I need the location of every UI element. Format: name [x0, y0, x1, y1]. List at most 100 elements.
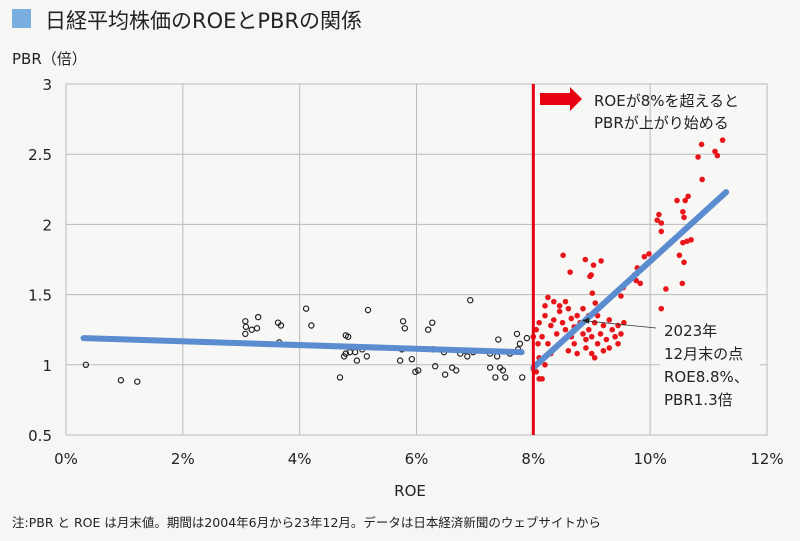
data-point-below8 [308, 322, 315, 329]
data-point-above8 [560, 252, 566, 259]
data-point-above8 [719, 137, 726, 143]
data-point-below8 [495, 336, 502, 343]
point-annotation-text: PBR1.3倍 [664, 391, 733, 409]
data-point-above8 [586, 326, 592, 333]
data-point-above8 [674, 197, 680, 204]
data-point-above8 [582, 256, 589, 263]
data-point-above8 [676, 252, 683, 259]
data-point-above8 [580, 305, 586, 312]
data-point-below8 [363, 353, 371, 360]
data-point-above8 [603, 336, 610, 343]
data-point-below8 [441, 371, 449, 378]
data-point-below8 [344, 333, 352, 340]
footnote: 注:PBR と ROE は月末値。期間は2004年6月から23年12月。データは… [12, 515, 601, 530]
data-point-above8 [536, 376, 542, 382]
data-point-above8 [688, 237, 694, 243]
data-point-above8 [609, 326, 615, 333]
data-point-below8 [353, 357, 361, 364]
data-point-below8 [134, 378, 141, 385]
data-point-above8 [550, 298, 557, 305]
data-point-below8 [464, 353, 471, 360]
data-point-below8 [453, 367, 460, 374]
data-point-above8 [600, 322, 607, 329]
data-point-below8 [429, 319, 436, 326]
data-point-below8 [242, 330, 249, 338]
data-point-above8 [695, 154, 701, 160]
trend-line-below8 [80, 335, 525, 356]
data-point-below8 [399, 318, 407, 325]
data-point-below8 [513, 330, 521, 338]
data-point-above8 [654, 217, 660, 223]
data-point-above8 [594, 340, 601, 347]
y-tick-label: 2 [42, 216, 52, 234]
data-point-above8 [545, 340, 551, 347]
data-point-above8 [606, 317, 613, 323]
data-point-below8 [408, 355, 416, 363]
data-point-above8 [618, 293, 624, 299]
data-point-below8 [467, 297, 474, 304]
data-point-below8 [499, 367, 507, 374]
data-point-below8 [336, 374, 344, 381]
data-point-above8 [562, 326, 569, 333]
point-annotation-text: 12月末の点 [664, 345, 743, 363]
data-point-below8 [486, 364, 494, 371]
data-point-above8 [571, 340, 578, 347]
data-point-above8 [583, 336, 589, 343]
data-point-above8 [612, 333, 618, 340]
callout-arrowhead [582, 317, 590, 324]
red-arrow-icon [540, 87, 582, 111]
callout-line [584, 320, 657, 329]
data-point-above8 [553, 331, 560, 337]
data-point-above8 [681, 214, 687, 221]
data-point-above8 [615, 322, 621, 329]
data-point-above8 [574, 350, 580, 357]
data-point-above8 [680, 208, 686, 215]
data-point-above8 [656, 211, 662, 218]
data-point-below8 [340, 353, 348, 360]
data-point-below8 [424, 326, 432, 333]
data-point-above8 [591, 354, 598, 361]
data-point-below8 [117, 377, 125, 384]
data-point-above8 [587, 273, 593, 280]
y-tick-label: 0.5 [28, 427, 52, 445]
x-tick-label: 2% [171, 450, 195, 468]
data-point-above8 [539, 333, 545, 340]
arrow-annotation-text: ROEが8%を超えると [594, 92, 739, 110]
annotations: ROEが8%を超えると PBRが上がり始める 2023年 12月末の点 ROE8.8%、… [540, 87, 760, 415]
data-point-above8 [589, 290, 596, 296]
data-point-above8 [682, 197, 689, 204]
trend-line-above8 [530, 189, 730, 371]
data-point-above8 [588, 350, 595, 357]
y-tick-label: 3 [42, 76, 52, 94]
data-point-below8 [253, 325, 261, 332]
data-point-above8 [699, 176, 705, 183]
data-point-above8 [565, 347, 572, 354]
data-point-below8 [396, 357, 404, 364]
data-point-above8 [548, 322, 554, 329]
data-point-above8 [618, 331, 624, 337]
data-point-below8 [364, 306, 372, 314]
data-point-above8 [568, 315, 575, 322]
data-point-above8 [580, 331, 586, 337]
data-point-above8 [533, 326, 540, 333]
x-tick-label: 4% [288, 450, 312, 468]
data-point-below8 [254, 313, 262, 321]
chart-title: 日経平均株価のROEとPBRの関係 [45, 9, 362, 33]
y-tick-label: 1 [42, 357, 52, 375]
data-point-above8 [542, 362, 548, 368]
y-axis-label: PBR（倍） [12, 50, 87, 68]
data-point-below8 [242, 323, 250, 331]
data-point-above8 [663, 286, 669, 292]
marks [80, 84, 730, 435]
x-tick-label: 6% [405, 450, 429, 468]
data-point-above8 [606, 345, 613, 351]
data-point-above8 [562, 298, 569, 305]
data-point-below8 [82, 361, 90, 368]
data-point-above8 [556, 303, 563, 309]
y-tick-label: 2.5 [28, 146, 52, 164]
data-point-below8 [431, 363, 439, 370]
data-point-above8 [556, 308, 563, 315]
x-tick-label: 12% [750, 450, 783, 468]
data-point-above8 [542, 303, 548, 309]
